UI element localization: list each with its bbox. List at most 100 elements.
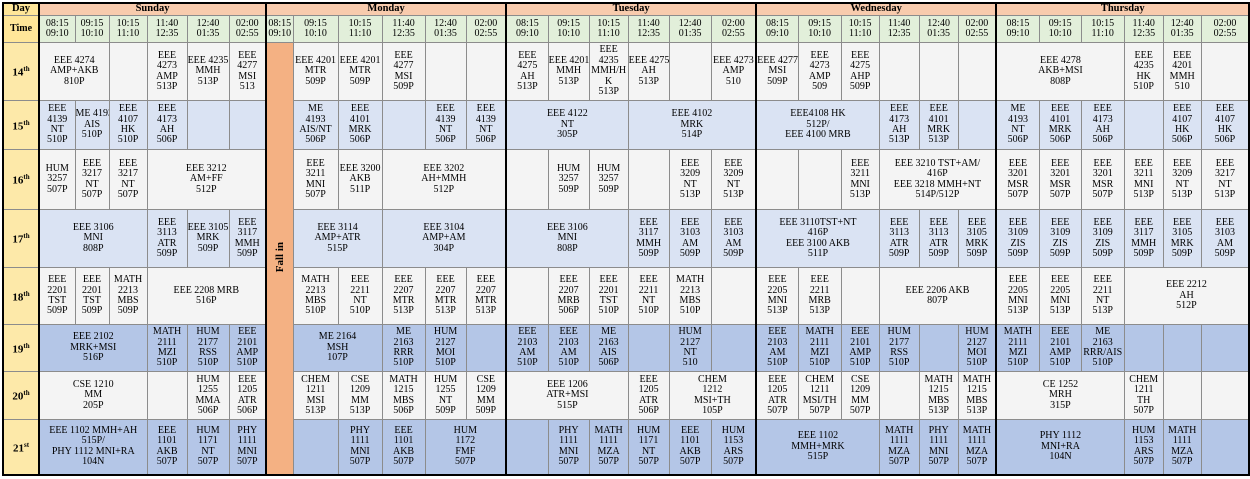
class-line: 507P — [767, 404, 788, 416]
class-line: EEE — [890, 103, 909, 115]
class-line: 506P — [558, 305, 579, 317]
class-cell: PHY 1111 MNI 507P — [547, 419, 590, 475]
class-line: CHEM — [697, 373, 727, 385]
date-number: 18 — [12, 291, 24, 304]
class-line: MMA — [195, 394, 221, 406]
class-line: MNI — [1050, 295, 1070, 306]
class-line: 510P — [966, 357, 988, 369]
class-line: EEE — [1008, 274, 1028, 286]
date-number: 19 — [12, 343, 24, 356]
class-cell: EEE 3202 AH+MMH 512P — [381, 149, 507, 210]
class-line: 506P — [236, 404, 258, 416]
class-line: PHY 1112 MNI+RA — [51, 445, 135, 457]
class-cell: CSE 1209 MM 513P — [337, 371, 383, 420]
class-line: EEE 4278 — [1040, 54, 1081, 66]
class-line: AMP+AM — [422, 232, 466, 244]
class-line: NT — [726, 178, 741, 190]
class-line: 3211 — [850, 168, 870, 180]
class-line: 509P — [305, 75, 326, 87]
time: 12:40 — [678, 17, 702, 29]
class-line: 4193 — [1007, 113, 1028, 125]
class-line: 512P — [1176, 300, 1197, 312]
class-line: MNI — [557, 232, 578, 244]
class-cell: ME 4193AIS510P — [74, 100, 110, 150]
class-line: 2211 — [350, 284, 370, 296]
class-line: 507P — [1133, 456, 1154, 468]
class-line: EEE — [518, 49, 537, 61]
class-line: EEE — [238, 326, 257, 338]
class-line: AKB+MSI — [1038, 65, 1083, 77]
class-line: 3117 — [638, 227, 659, 239]
empty-cell — [755, 149, 799, 210]
class-line: 2213 — [118, 284, 138, 296]
empty-cell — [957, 100, 997, 150]
class-cell: EEE 2207 MTR 513P — [465, 267, 507, 325]
class-line: 507P — [598, 456, 619, 468]
class-cell: EEE 3113 ATR 509P — [878, 209, 920, 268]
class-line: MMH — [636, 237, 662, 249]
class-line: HUM — [887, 326, 911, 338]
time: 02:55 — [474, 28, 498, 39]
class-line: MATH — [962, 373, 992, 385]
class-line: MRK — [927, 124, 951, 135]
date-row: 19th EEE 2102 MRK+MSI 516P MATH 2111 MZI 510P HU… — [2, 324, 1250, 372]
class-line: MATH — [152, 326, 182, 338]
class-line: HUM — [636, 424, 661, 436]
class-line: 2163 — [1092, 336, 1113, 348]
class-line: 509P — [966, 247, 988, 259]
class-cell: EEE 4201 MTR 509P — [292, 42, 339, 101]
time: 11:10 — [116, 28, 140, 39]
time-slot: 10:15 11:10 — [108, 15, 148, 43]
class-line: 3109 — [1092, 227, 1113, 239]
class-line: 1211 — [1133, 384, 1154, 396]
class-line: 513P — [928, 134, 949, 146]
time-slot: 09:15 10:10 — [74, 15, 110, 43]
class-cell: EEE 4139 NT 510P — [38, 100, 76, 150]
class-line: 513P — [349, 404, 371, 416]
class-line: CSE 1210 — [72, 378, 114, 390]
time: 11:40 — [155, 17, 179, 29]
empty-cell — [1200, 371, 1250, 420]
class-line: 1215 — [928, 384, 949, 396]
time: 11:40 — [392, 17, 415, 29]
class-line: MRK — [348, 124, 372, 135]
class-line: 1212 — [702, 384, 723, 396]
class-line: 3209 — [1172, 168, 1193, 180]
class-line: 509P — [1214, 247, 1236, 259]
empty-cell — [505, 419, 549, 475]
time: 01:35 — [927, 28, 951, 39]
class-cell: EEE 2207 MTR 513P — [381, 267, 426, 325]
time: 10:10 — [808, 28, 832, 39]
time-label: Time — [2, 15, 40, 43]
class-line: EEE — [1008, 216, 1028, 228]
time: 11:10 — [597, 28, 620, 39]
date-cell: 21st — [2, 419, 40, 475]
class-line: 510P — [197, 357, 219, 369]
empty-cell — [1162, 324, 1202, 372]
class-line: MATH — [805, 326, 834, 338]
class-line: AM+FF — [189, 173, 223, 185]
class-line: 4277 — [237, 60, 258, 72]
class-line: MNI — [928, 445, 949, 457]
class-line: MBS — [304, 295, 327, 306]
class-line: ATR — [237, 394, 257, 406]
time: 12:35 — [887, 28, 911, 39]
class-line: MSH — [326, 341, 349, 353]
class-line: AIS/NT — [299, 124, 332, 135]
class-line: MATH — [885, 424, 914, 436]
header-day-row: Day Sunday Monday Tuesday Wednesday Thursday — [2, 2, 1250, 16]
time: 02:00 — [474, 17, 498, 29]
time-slot: 10:15 11:10 — [840, 15, 880, 43]
class-line: MSI — [768, 65, 787, 77]
time: 10:15 — [597, 17, 620, 29]
class-cell: EEE 3103 AM 509P — [1200, 209, 1250, 268]
class-line: MRK — [680, 118, 704, 130]
time: 02:00 — [235, 17, 259, 29]
time: 09:10 — [766, 28, 789, 39]
date-suffix: th — [23, 118, 30, 127]
class-line: 506P — [638, 404, 659, 416]
class-line: 509P — [849, 80, 871, 92]
class-line: 506P — [305, 134, 326, 146]
class-line: EEE — [810, 274, 829, 286]
class-cell: EEE 2211 NT 513P — [1080, 267, 1125, 325]
